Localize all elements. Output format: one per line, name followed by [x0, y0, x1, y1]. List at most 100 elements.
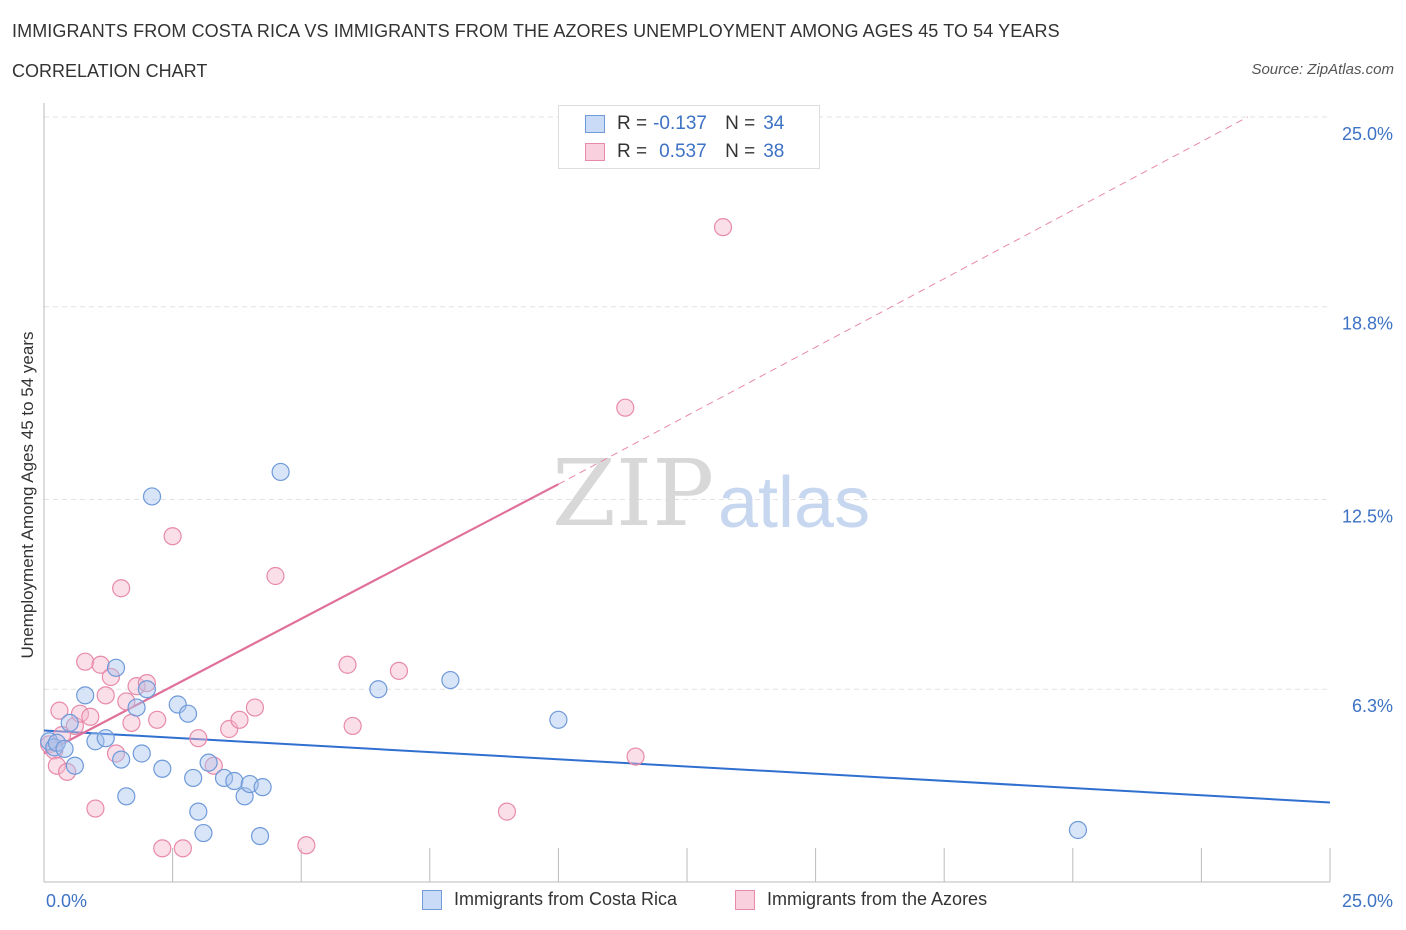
data-point-costa-rica [127, 698, 146, 717]
legend-r-value: -0.137 [653, 113, 707, 134]
legend-r-value: 0.537 [659, 141, 707, 162]
data-point-azores [81, 707, 100, 726]
watermark-atlas: atlas [718, 463, 870, 543]
legend-r-label: R = [617, 113, 648, 134]
data-point-costa-rica [1068, 820, 1088, 840]
data-point-azores [112, 579, 131, 598]
series-costa-rica-points [40, 462, 1088, 846]
data-point-azores [137, 673, 156, 693]
data-point-costa-rica [549, 710, 568, 729]
watermark: ZIP atlas [552, 440, 870, 547]
data-point-costa-rica [142, 487, 162, 506]
y-tick-label: 25.0% [1342, 124, 1393, 144]
data-point-costa-rica [55, 739, 74, 758]
data-point-azores [70, 704, 90, 723]
bottom-legend-label: Immigrants from Costa Rica [454, 889, 678, 909]
data-point-azores [220, 719, 239, 739]
bottom-legend-label: Immigrants from the Azores [767, 889, 988, 909]
data-point-azores [91, 655, 110, 674]
data-point-costa-rica [178, 704, 198, 723]
data-point-costa-rica [76, 686, 95, 705]
data-point-azores [497, 802, 517, 821]
data-point-azores [76, 652, 95, 671]
bottom-legend-swatch-pink [735, 889, 755, 910]
data-point-costa-rica [199, 753, 218, 772]
data-point-azores [616, 398, 635, 417]
data-point-azores [86, 799, 105, 818]
gridlines [44, 116, 1330, 690]
data-point-azores [117, 692, 136, 711]
data-point-costa-rica [106, 658, 126, 677]
legend-n-label: N = [725, 113, 756, 134]
data-point-costa-rica [96, 729, 115, 748]
bottom-legend-azores: Immigrants from the Azores [735, 889, 987, 910]
data-point-costa-rica [189, 802, 208, 821]
data-point-costa-rica [60, 713, 79, 732]
data-point-costa-rica [153, 759, 172, 778]
data-point-costa-rica [225, 771, 244, 791]
data-point-costa-rica [369, 680, 388, 699]
bottom-legend-swatch-blue [422, 889, 442, 910]
data-point-azores [230, 710, 249, 729]
data-point-costa-rica [117, 787, 136, 806]
legend-n-label: N = [725, 141, 756, 162]
legend-row-azores: R = 0.537 N = 38 [585, 140, 784, 164]
data-point-azores [204, 756, 223, 775]
data-point-costa-rica [214, 768, 234, 788]
data-point-costa-rica [253, 778, 272, 797]
regression-lines [43, 116, 1331, 804]
data-point-azores [189, 729, 208, 748]
data-point-costa-rica [132, 744, 151, 763]
x-tick-label-min: 0.0% [46, 891, 87, 911]
regression-extension-azores [558, 116, 1248, 485]
data-point-azores [173, 839, 192, 858]
data-point-azores [266, 566, 285, 586]
regression-line-azores [43, 483, 559, 755]
legend-row-costa-rica: R = -0.137 N = 34 [585, 112, 784, 136]
data-point-azores [101, 667, 120, 687]
watermark-zip: ZIP [552, 440, 714, 547]
data-point-costa-rica [112, 750, 131, 769]
data-point-costa-rica [65, 756, 84, 775]
data-point-azores [163, 527, 182, 546]
correlation-legend: R = -0.137 N = 34 R = 0.537 N = 38 [558, 105, 820, 169]
series-azores-points [40, 218, 733, 858]
axes [43, 103, 1331, 883]
legend-swatch-pink [585, 143, 605, 161]
data-point-costa-rica [184, 768, 203, 788]
data-point-costa-rica [250, 826, 270, 846]
data-point-azores [127, 677, 146, 696]
data-point-azores [47, 756, 66, 775]
data-point-azores [153, 839, 172, 858]
data-point-costa-rica [168, 695, 187, 714]
x-tick-label-max: 25.0% [1342, 891, 1393, 911]
chart-title: IMMIGRANTS FROM COSTA RICA VS IMMIGRANTS… [12, 21, 1060, 41]
regression-line-costa-rica [43, 729, 1331, 804]
data-point-azores [343, 716, 362, 736]
tick-labels: 6.3% 12.5% 18.8% 25.0% 0.0% 25.0% [46, 124, 1393, 911]
data-point-azores [713, 218, 733, 237]
data-point-costa-rica [194, 823, 213, 843]
data-point-costa-rica [271, 462, 290, 482]
data-point-azores [245, 698, 265, 717]
data-point-costa-rica [441, 670, 460, 690]
source-credit: Source: ZipAtlas.com [1251, 61, 1394, 78]
data-point-costa-rica [86, 732, 105, 751]
legend-r-label: R = [617, 141, 648, 162]
legend-n-value: 34 [763, 113, 785, 134]
data-point-azores [148, 710, 167, 729]
data-point-azores [122, 713, 141, 732]
bottom-legend-costa-rica: Immigrants from Costa Rica [422, 889, 677, 910]
data-point-azores [96, 686, 115, 705]
data-point-azores [626, 747, 645, 766]
legend-n-value: 38 [763, 141, 785, 162]
y-tick-label: 18.8% [1342, 314, 1393, 334]
chart-subtitle: CORRELATION CHART [12, 61, 208, 81]
data-point-azores [389, 661, 409, 680]
legend-swatch-blue [585, 115, 605, 133]
data-point-costa-rica [137, 680, 156, 699]
y-tick-label: 12.5% [1342, 507, 1393, 527]
data-point-azores [338, 655, 357, 674]
data-point-azores [297, 836, 316, 855]
y-tick-label: 6.3% [1352, 696, 1393, 716]
